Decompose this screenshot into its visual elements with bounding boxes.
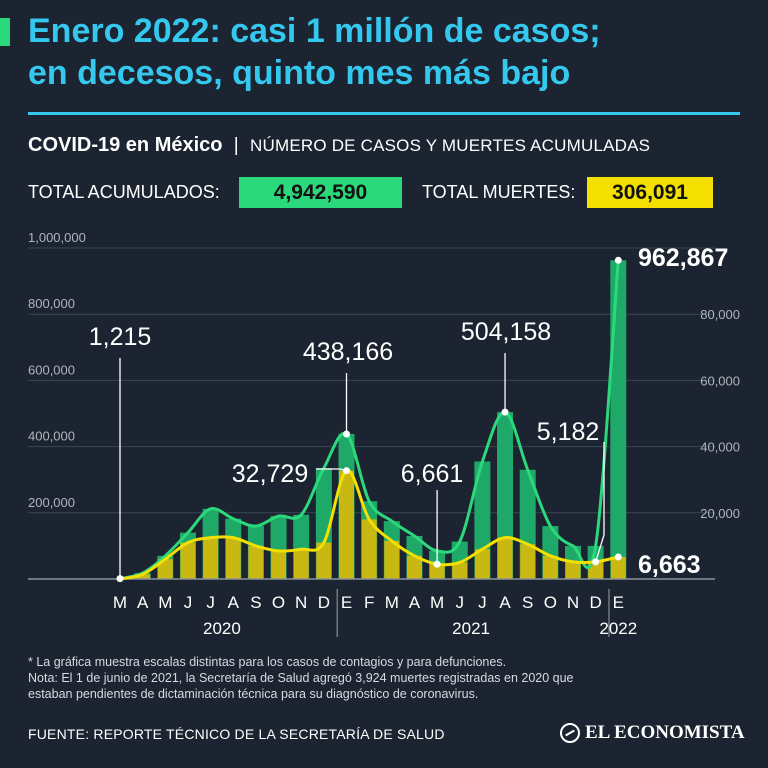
annotation-label: 32,729 [232, 460, 308, 488]
footnote-line-3: estaban pendientes de dictaminación técn… [28, 687, 479, 701]
total-cases-value: 4,942,590 [239, 177, 402, 208]
headline: Enero 2022: casi 1 millón de casos; en d… [28, 10, 758, 94]
x-tick-label: O [544, 593, 557, 612]
deaths-bar [203, 537, 219, 579]
total-cases-label: TOTAL ACUMULADOS: [28, 182, 220, 202]
annotation-label: 6,663 [638, 551, 701, 579]
x-tick-label: D [318, 593, 330, 612]
annotation-label: 962,867 [638, 244, 728, 272]
y-left-tick-label: 200,000 [28, 495, 75, 510]
footnote: * La gráfica muestra escalas distintas p… [28, 654, 574, 702]
deaths-bar [497, 537, 513, 579]
deaths-bar [225, 537, 241, 579]
y-left-tick-label: 400,000 [28, 429, 75, 444]
x-tick-label: M [385, 593, 399, 612]
cases-bar [610, 260, 627, 579]
deaths-bar [474, 549, 490, 579]
deaths-bar [135, 574, 151, 579]
x-tick-label: J [206, 593, 215, 612]
headline-line-2: en decesos, quinto mes más bajo [28, 54, 571, 92]
x-tick-label: D [590, 593, 602, 612]
annotation-dot [116, 575, 124, 583]
y-left-tick-label: 800,000 [28, 296, 75, 311]
deaths-bar [157, 559, 173, 579]
x-tick-label: M [158, 593, 172, 612]
subtitle-rest: NÚMERO DE CASOS Y MUERTES ACUMULADAS [250, 136, 651, 155]
deaths-bar [293, 549, 309, 579]
brand-name: EL ECONOMISTA [585, 722, 745, 743]
annotation-label: 5,182 [537, 418, 600, 446]
title-divider [28, 112, 740, 115]
y-right-tick-label: 20,000 [700, 506, 740, 521]
y-right-tick-label: 80,000 [700, 307, 740, 322]
footnote-line-2: Nota: El 1 de junio de 2021, la Secretar… [28, 671, 574, 685]
annotation-dot [592, 558, 600, 566]
annotation-label: 504,158 [461, 318, 551, 346]
x-tick-label: S [250, 593, 261, 612]
deaths-line [119, 469, 619, 581]
total-deaths-label: TOTAL MUERTES: [422, 182, 576, 202]
annotation-dot [343, 467, 350, 475]
chart-subtitle: COVID-19 en México | NÚMERO DE CASOS Y M… [28, 134, 650, 157]
x-tick-label: O [272, 593, 285, 612]
total-deaths-value: 306,091 [587, 177, 713, 208]
annotation-label: 438,166 [303, 338, 393, 366]
x-tick-label: A [409, 593, 421, 612]
deaths-bar [384, 540, 400, 579]
headline-accent-bar [0, 18, 10, 46]
annotation-dot [343, 430, 350, 438]
annotation-dot [501, 408, 509, 416]
footnote-line-1: * La gráfica muestra escalas distintas p… [28, 655, 507, 669]
deaths-bar [361, 519, 377, 579]
x-tick-label: M [430, 593, 444, 612]
annotation-label: 1,215 [89, 323, 152, 351]
deaths-bar [339, 470, 354, 579]
cases-line [119, 260, 620, 581]
headline-line-1: Enero 2022: casi 1 millón de casos; [28, 12, 601, 50]
annotation-leader [595, 442, 605, 563]
source-credit: FUENTE: REPORTE TÉCNICO DE LA SECRETARÍA… [28, 726, 445, 742]
deaths-bar [180, 542, 196, 579]
x-tick-label: E [341, 593, 352, 612]
x-tick-label: A [228, 593, 240, 612]
x-tick-label: A [137, 593, 149, 612]
x-tick-label: N [295, 593, 307, 612]
brand-icon [560, 723, 580, 743]
deaths-bar [542, 555, 558, 579]
deaths-bar [610, 556, 626, 579]
year-label: 2021 [452, 619, 490, 638]
y-right-tick-label: 60,000 [700, 373, 740, 388]
x-tick-label: A [499, 593, 511, 612]
x-tick-label: N [567, 593, 579, 612]
x-tick-label: S [522, 593, 533, 612]
y-left-tick-label: 1,000,000 [28, 230, 86, 245]
deaths-bar [452, 562, 468, 579]
deaths-bar [248, 545, 264, 579]
subtitle-bold: COVID-19 en México [28, 134, 223, 156]
x-tick-label: J [456, 593, 465, 612]
annotation-dot [433, 560, 441, 568]
x-tick-label: E [613, 593, 624, 612]
covid-chart: 200,000 400,000 600,000 800,000 1,000,000 20,… [28, 230, 740, 638]
subtitle-separator: | [233, 135, 239, 156]
deaths-bar [271, 550, 287, 579]
year-label: 2020 [203, 619, 241, 638]
annotation-dot [614, 553, 622, 561]
deaths-bar [565, 561, 581, 579]
deaths-bar [406, 555, 422, 579]
deaths-bar [520, 544, 536, 579]
annotation-label: 6,661 [401, 460, 464, 488]
x-tick-label: J [478, 593, 487, 612]
deaths-bar [588, 561, 604, 579]
x-tick-label: F [364, 593, 374, 612]
deaths-bar [429, 564, 445, 579]
y-right-tick-label: 40,000 [700, 440, 740, 455]
annotation-dot [614, 256, 622, 264]
brand-logo: EL ECONOMISTA [560, 722, 745, 744]
x-tick-label: M [113, 593, 127, 612]
deaths-bar [316, 542, 332, 579]
y-left-tick-label: 600,000 [28, 362, 75, 377]
x-tick-label: J [184, 593, 193, 612]
year-label: 2022 [599, 619, 637, 638]
